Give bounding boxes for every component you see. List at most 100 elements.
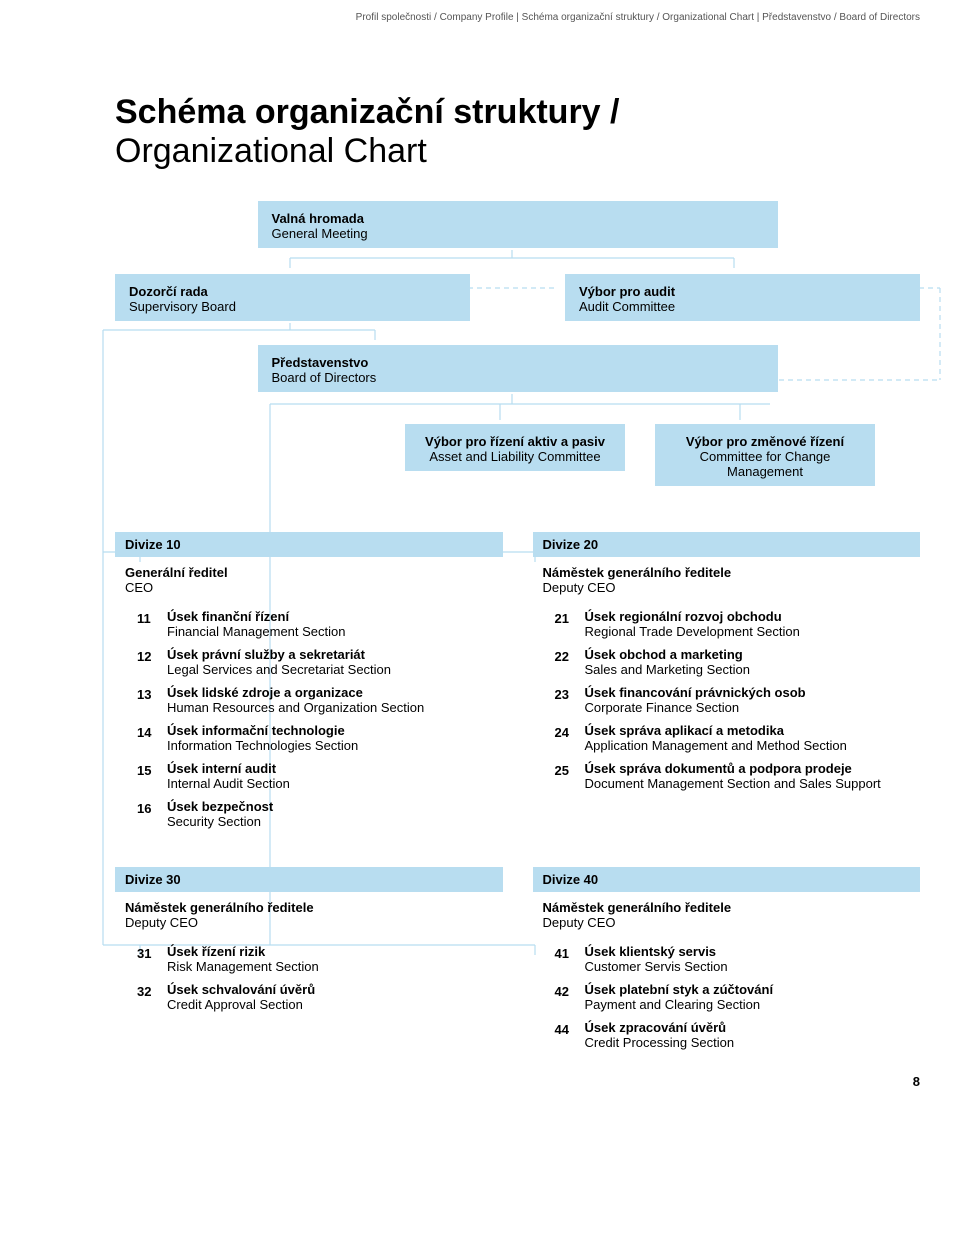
- section-31-cz: Úsek řízení rizik: [167, 944, 319, 959]
- section-24-num: 24: [555, 723, 585, 740]
- division-30-role: Náměstek generálního ředitele Deputy CEO: [115, 896, 503, 940]
- node-supervisory-board-cz: Dozorčí rada: [129, 284, 456, 299]
- section-11: 11Úsek finanční řízeníFinancial Manageme…: [115, 605, 503, 643]
- section-31-num: 31: [137, 944, 167, 961]
- division-10-head: Divize 10: [115, 532, 503, 557]
- division-20: Divize 20 Náměstek generálního ředitele …: [533, 532, 921, 833]
- division-40-role-en: Deputy CEO: [543, 915, 911, 930]
- division-20-head: Divize 20: [533, 532, 921, 557]
- node-audit-committee-cz: Výbor pro audit: [579, 284, 906, 299]
- section-11-num: 11: [137, 609, 167, 626]
- node-change-en: Committee for Change Management: [669, 449, 861, 479]
- division-20-role-cz: Náměstek generálního ředitele: [543, 565, 911, 580]
- section-25: 25Úsek správa dokumentů a podpora prodej…: [533, 757, 921, 795]
- section-14-cz: Úsek informační technologie: [167, 723, 358, 738]
- section-25-num: 25: [555, 761, 585, 778]
- section-14-en: Information Technologies Section: [167, 738, 358, 753]
- section-31: 31Úsek řízení rizikRisk Management Secti…: [115, 940, 503, 978]
- page-title: Schéma organizační struktury / Organizat…: [0, 23, 960, 201]
- division-40-role-cz: Náměstek generálního ředitele: [543, 900, 911, 915]
- section-42-num: 42: [555, 982, 585, 999]
- section-41: 41Úsek klientský servisCustomer Servis S…: [533, 940, 921, 978]
- division-40: Divize 40 Náměstek generálního ředitele …: [533, 867, 921, 1054]
- node-general-meeting-cz: Valná hromada: [272, 211, 764, 226]
- section-24-cz: Úsek správa aplikací a metodika: [585, 723, 847, 738]
- section-16-num: 16: [137, 799, 167, 816]
- section-41-num: 41: [555, 944, 585, 961]
- division-20-role: Náměstek generálního ředitele Deputy CEO: [533, 561, 921, 605]
- section-44-cz: Úsek zpracování úvěrů: [585, 1020, 735, 1035]
- section-42: 42Úsek platební styk a zúčtováníPayment …: [533, 978, 921, 1016]
- node-board-en: Board of Directors: [272, 370, 764, 385]
- node-general-meeting-en: General Meeting: [272, 226, 764, 241]
- node-supervisory-board: Dozorčí rada Supervisory Board: [115, 274, 470, 323]
- section-23: 23Úsek financování právnických osobCorpo…: [533, 681, 921, 719]
- node-audit-committee-en: Audit Committee: [579, 299, 906, 314]
- node-alc-en: Asset and Liability Committee: [419, 449, 611, 464]
- section-23-cz: Úsek financování právnických osob: [585, 685, 806, 700]
- division-20-role-en: Deputy CEO: [543, 580, 911, 595]
- section-15-num: 15: [137, 761, 167, 778]
- division-30: Divize 30 Náměstek generálního ředitele …: [115, 867, 503, 1054]
- title-light: Organizational Chart: [115, 132, 960, 171]
- section-21-en: Regional Trade Development Section: [585, 624, 800, 639]
- section-42-en: Payment and Clearing Section: [585, 997, 774, 1012]
- node-supervisory-board-en: Supervisory Board: [129, 299, 456, 314]
- section-14-num: 14: [137, 723, 167, 740]
- node-board-of-directors: Představenstvo Board of Directors: [258, 345, 778, 394]
- title-bold: Schéma organizační struktury /: [115, 93, 960, 132]
- node-audit-committee: Výbor pro audit Audit Committee: [565, 274, 920, 323]
- section-32-num: 32: [137, 982, 167, 999]
- section-25-cz: Úsek správa dokumentů a podpora prodeje: [585, 761, 881, 776]
- breadcrumb: Profil společnosti / Company Profile | S…: [0, 0, 960, 23]
- section-44: 44Úsek zpracování úvěrůCredit Processing…: [533, 1016, 921, 1054]
- division-10-role-cz: Generální ředitel: [125, 565, 493, 580]
- section-21-num: 21: [555, 609, 585, 626]
- section-13-cz: Úsek lidské zdroje a organizace: [167, 685, 424, 700]
- node-alc-cz: Výbor pro řízení aktiv a pasiv: [419, 434, 611, 449]
- division-10-role-en: CEO: [125, 580, 493, 595]
- section-23-en: Corporate Finance Section: [585, 700, 806, 715]
- section-12: 12Úsek právní služby a sekretariátLegal …: [115, 643, 503, 681]
- division-40-head: Divize 40: [533, 867, 921, 892]
- section-22: 22Úsek obchod a marketingSales and Marke…: [533, 643, 921, 681]
- section-41-cz: Úsek klientský servis: [585, 944, 728, 959]
- section-15-cz: Úsek interní audit: [167, 761, 290, 776]
- section-42-cz: Úsek platební styk a zúčtování: [585, 982, 774, 997]
- division-30-role-cz: Náměstek generálního ředitele: [125, 900, 493, 915]
- section-21: 21Úsek regionální rozvoj obchoduRegional…: [533, 605, 921, 643]
- node-board-cz: Představenstvo: [272, 355, 764, 370]
- section-12-en: Legal Services and Secretariat Section: [167, 662, 391, 677]
- section-44-en: Credit Processing Section: [585, 1035, 735, 1050]
- page-number: 8: [0, 1054, 960, 1109]
- section-13: 13Úsek lidské zdroje a organizaceHuman R…: [115, 681, 503, 719]
- section-13-en: Human Resources and Organization Section: [167, 700, 424, 715]
- section-15: 15Úsek interní auditInternal Audit Secti…: [115, 757, 503, 795]
- section-14: 14Úsek informační technologieInformation…: [115, 719, 503, 757]
- division-40-role: Náměstek generálního ředitele Deputy CEO: [533, 896, 921, 940]
- division-10-role: Generální ředitel CEO: [115, 561, 503, 605]
- section-12-num: 12: [137, 647, 167, 664]
- section-24: 24Úsek správa aplikací a metodikaApplica…: [533, 719, 921, 757]
- node-general-meeting: Valná hromada General Meeting: [258, 201, 778, 250]
- section-31-en: Risk Management Section: [167, 959, 319, 974]
- section-24-en: Application Management and Method Sectio…: [585, 738, 847, 753]
- section-22-cz: Úsek obchod a marketing: [585, 647, 750, 662]
- section-22-num: 22: [555, 647, 585, 664]
- section-11-en: Financial Management Section: [167, 624, 346, 639]
- node-change-committee: Výbor pro změnové řízení Committee for C…: [655, 424, 875, 488]
- section-25-en: Document Management Section and Sales Su…: [585, 776, 881, 791]
- node-asset-liability-committee: Výbor pro řízení aktiv a pasiv Asset and…: [405, 424, 625, 488]
- division-30-role-en: Deputy CEO: [125, 915, 493, 930]
- division-10: Divize 10 Generální ředitel CEO 11Úsek f…: [115, 532, 503, 833]
- section-32: 32Úsek schvalování úvěrůCredit Approval …: [115, 978, 503, 1016]
- section-16-cz: Úsek bezpečnost: [167, 799, 273, 814]
- section-32-en: Credit Approval Section: [167, 997, 315, 1012]
- section-23-num: 23: [555, 685, 585, 702]
- section-16: 16Úsek bezpečnostSecurity Section: [115, 795, 503, 833]
- section-12-cz: Úsek právní služby a sekretariát: [167, 647, 391, 662]
- section-21-cz: Úsek regionální rozvoj obchodu: [585, 609, 800, 624]
- section-44-num: 44: [555, 1020, 585, 1037]
- node-change-cz: Výbor pro změnové řízení: [669, 434, 861, 449]
- section-11-cz: Úsek finanční řízení: [167, 609, 346, 624]
